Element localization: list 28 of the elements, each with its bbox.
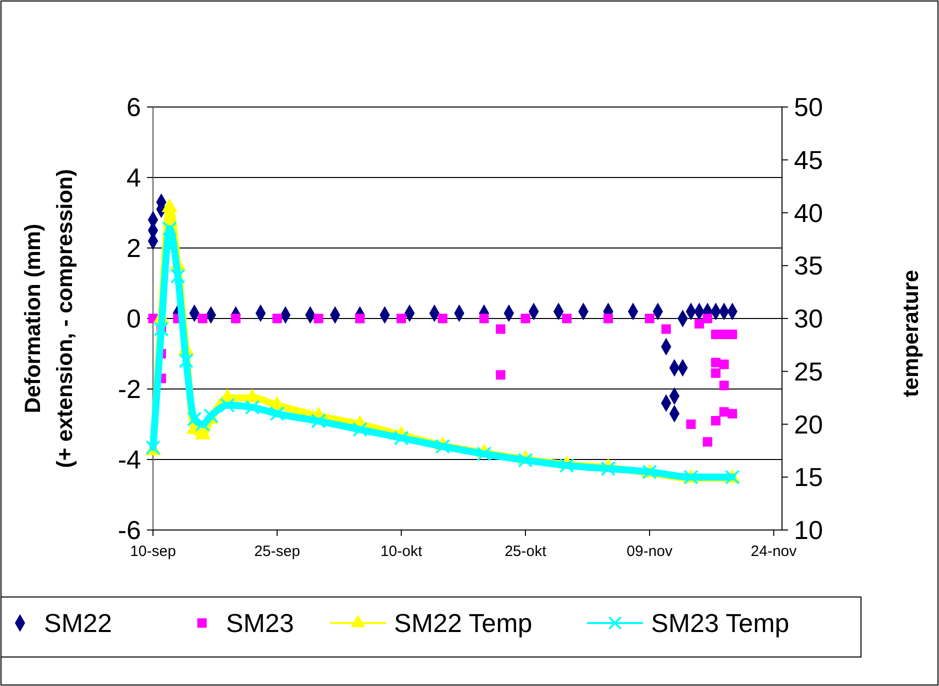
x-tick-label: 10-okt	[380, 543, 423, 560]
y2-tick-label: 50	[794, 92, 823, 122]
x-tick-label: 25-sep	[254, 543, 300, 560]
x-tick-label: 09-nov	[626, 543, 674, 560]
y2-tick-label: 40	[794, 198, 823, 228]
legend-label: SM23	[226, 608, 294, 638]
y2-tick-label: 20	[794, 409, 823, 440]
legend-label: SM22 Temp	[394, 608, 532, 638]
y-tick-label: 0	[126, 304, 141, 334]
y2-axis-title: temperature	[898, 270, 923, 398]
y2-tick-label: 15	[794, 462, 823, 492]
y-tick-label: 2	[126, 233, 141, 264]
y-tick-label: -6	[118, 515, 141, 546]
x-tick-label: 10-sep	[130, 543, 176, 560]
y-axis-title: Deformation (mm) (+ extension, - compression)	[20, 169, 77, 468]
x-tick-label: 25-okt	[504, 543, 548, 560]
legend-label: SM23 Temp	[651, 608, 790, 638]
y-tick-label: -4	[118, 444, 141, 475]
y2-tick-label: 10	[794, 515, 823, 546]
y-tick-label: 4	[126, 162, 141, 193]
y2-tick-label: 35	[794, 250, 823, 281]
y-tick-label: -2	[118, 374, 141, 404]
y2-tick-label: 30	[794, 304, 823, 334]
x-tick-label: 24-nov	[750, 543, 798, 560]
y2-tick-label: 25	[794, 356, 823, 386]
y-tick-label: 6	[126, 92, 141, 122]
y2-tick-label: 45	[794, 144, 823, 175]
legend-label: SM22	[44, 608, 112, 638]
